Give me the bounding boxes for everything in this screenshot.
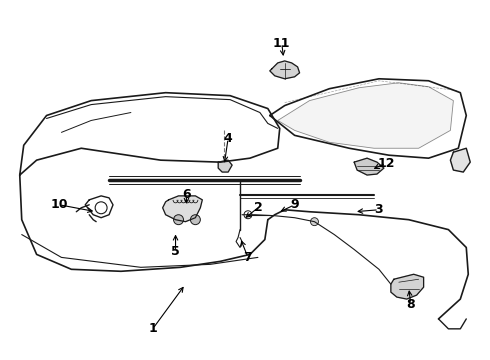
- Polygon shape: [354, 158, 384, 175]
- Text: 9: 9: [290, 198, 299, 211]
- Text: 7: 7: [244, 251, 252, 264]
- Circle shape: [311, 218, 319, 226]
- Circle shape: [191, 215, 200, 225]
- Circle shape: [173, 215, 183, 225]
- Text: 4: 4: [224, 132, 233, 145]
- Text: 5: 5: [171, 245, 180, 258]
- Text: 6: 6: [182, 188, 191, 201]
- Polygon shape: [278, 83, 453, 148]
- Polygon shape: [270, 61, 299, 79]
- Text: 11: 11: [273, 37, 291, 50]
- Polygon shape: [391, 274, 424, 299]
- Text: 10: 10: [50, 198, 68, 211]
- Polygon shape: [218, 160, 232, 172]
- Polygon shape: [163, 196, 202, 222]
- Text: 8: 8: [406, 297, 415, 311]
- Text: 1: 1: [148, 322, 157, 336]
- Text: 12: 12: [377, 157, 394, 170]
- Text: 2: 2: [253, 201, 262, 214]
- Polygon shape: [450, 148, 470, 172]
- Text: 3: 3: [375, 203, 383, 216]
